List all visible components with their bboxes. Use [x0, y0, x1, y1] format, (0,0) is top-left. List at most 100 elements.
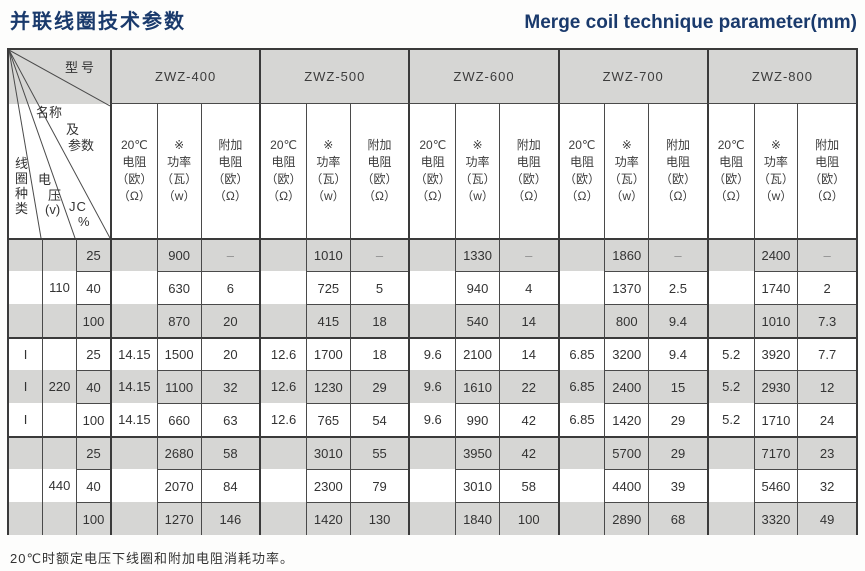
table-cell: 3010 — [455, 469, 499, 502]
voltage-cell: 110 — [42, 271, 76, 304]
table-cell: 58 — [498, 469, 558, 502]
table-cell — [110, 469, 157, 502]
table-cell: 12.6 — [259, 337, 306, 370]
page-title-zh: 并联线圈技术参数 — [10, 11, 186, 33]
table-cell — [408, 469, 455, 502]
table-cell — [706, 238, 754, 271]
table-cell: 12 — [797, 370, 856, 403]
table-cell: 9.4 — [648, 304, 707, 337]
table-cell: – — [498, 238, 558, 271]
table-cell: 415 — [305, 304, 350, 337]
table-cell — [259, 238, 306, 271]
table-cell: 6.85 — [557, 403, 605, 436]
coil-type-cell: I — [9, 370, 42, 403]
corner-label-voltage-unit: (v) — [45, 202, 61, 217]
table-cell: 1100 — [156, 370, 201, 403]
table-cell: 940 — [455, 271, 499, 304]
table-cell: 1610 — [455, 370, 499, 403]
table-cell — [557, 436, 605, 469]
table-cell: 2 — [797, 271, 856, 304]
jc-percent-cell: 25 — [76, 238, 110, 271]
table-cell — [706, 436, 754, 469]
model-header-cell: ZWZ-600 — [408, 50, 558, 104]
table-cell: 29 — [648, 403, 707, 436]
table-cell: 1270 — [156, 502, 201, 535]
table-cell — [408, 502, 456, 535]
subheader-cell: 附加 电阻 （欧） （Ω） — [349, 104, 409, 238]
subheader-cell: 20℃ 电阻 （欧） （Ω） — [706, 104, 754, 238]
table-cell — [110, 502, 157, 535]
coil-type-cell — [9, 502, 42, 535]
table-cell: 660 — [156, 403, 201, 436]
corner-label-jc: JC — [69, 199, 87, 214]
table-cell: 20 — [200, 337, 260, 370]
table-cell — [110, 238, 157, 271]
jc-percent-cell: 40 — [76, 469, 110, 502]
table-cell — [110, 271, 157, 304]
table-cell — [408, 238, 456, 271]
table-cell: 7170 — [753, 436, 798, 469]
jc-percent-cell: 100 — [76, 502, 110, 535]
table-cell: 12.6 — [259, 370, 306, 403]
jc-percent-cell: 25 — [76, 337, 110, 370]
table-cell: 1840 — [455, 502, 499, 535]
table-cell: – — [797, 238, 856, 271]
table-cell: 100 — [498, 502, 558, 535]
table-cell: 1010 — [753, 304, 798, 337]
model-header-cell: ZWZ-500 — [259, 50, 409, 104]
table-cell: 2890 — [604, 502, 649, 535]
table-corner-header: 型号 名称 及 参数 线圈种类 电 压 (v) JC % — [9, 50, 110, 238]
table-cell: 2400 — [604, 370, 649, 403]
corner-label-percent: % — [78, 214, 90, 229]
table-cell: 32 — [200, 370, 260, 403]
table-cell: 14.15 — [110, 403, 157, 436]
table-cell: 6.85 — [557, 370, 605, 403]
coil-type-cell — [9, 304, 42, 337]
table-cell — [259, 271, 306, 304]
parameter-table: 型号 名称 及 参数 线圈种类 电 压 (v) JC % ZWZ-400 ZWZ-… — [7, 48, 858, 535]
coil-type-cell — [9, 238, 42, 271]
table-cell: 800 — [604, 304, 649, 337]
table-cell: 765 — [305, 403, 350, 436]
table-cell: 1700 — [305, 337, 350, 370]
table-cell: 7.3 — [797, 304, 856, 337]
table-cell: 39 — [648, 469, 707, 502]
table-cell — [557, 502, 605, 535]
table-cell: 18 — [349, 337, 409, 370]
table-cell — [557, 469, 605, 502]
table-cell: 55 — [349, 436, 409, 469]
voltage-cell — [42, 304, 76, 337]
table-cell: 9.6 — [408, 337, 456, 370]
table-cell — [259, 436, 306, 469]
table-cell: 9.4 — [648, 337, 707, 370]
table-cell: 870 — [156, 304, 201, 337]
model-header-cell: ZWZ-800 — [706, 50, 856, 104]
subheader-cell: 20℃ 电阻 （欧） （Ω） — [408, 104, 456, 238]
table-cell: 3010 — [305, 436, 350, 469]
subheader-cell: ※ 功率 （瓦） （w） — [753, 104, 798, 238]
diagonal-lines — [9, 50, 110, 238]
table-cell: 29 — [349, 370, 409, 403]
table-cell: 2.5 — [648, 271, 707, 304]
table-cell: 5460 — [753, 469, 798, 502]
table-cell: 22 — [498, 370, 558, 403]
table-cell — [557, 304, 605, 337]
table-cell: 540 — [455, 304, 499, 337]
table-cell: 2680 — [156, 436, 201, 469]
table-cell: 7.7 — [797, 337, 856, 370]
table-cell: 14 — [498, 337, 558, 370]
coil-type-cell — [9, 271, 42, 304]
subheader-cell: ※ 功率 （瓦） （w） — [305, 104, 350, 238]
voltage-cell — [42, 436, 76, 469]
subheader-cell: ※ 功率 （瓦） （w） — [156, 104, 201, 238]
table-cell — [706, 502, 754, 535]
table-cell: 4400 — [604, 469, 649, 502]
table-cell: 12.6 — [259, 403, 306, 436]
table-cell: 9.6 — [408, 370, 456, 403]
table-cell: 2300 — [305, 469, 350, 502]
table-cell: 15 — [648, 370, 707, 403]
table-cell: 3950 — [455, 436, 499, 469]
corner-label-voltage-1: 电 — [38, 172, 52, 187]
jc-percent-cell: 100 — [76, 403, 110, 436]
subheader-cell: 附加 电阻 （欧） （Ω） — [200, 104, 260, 238]
